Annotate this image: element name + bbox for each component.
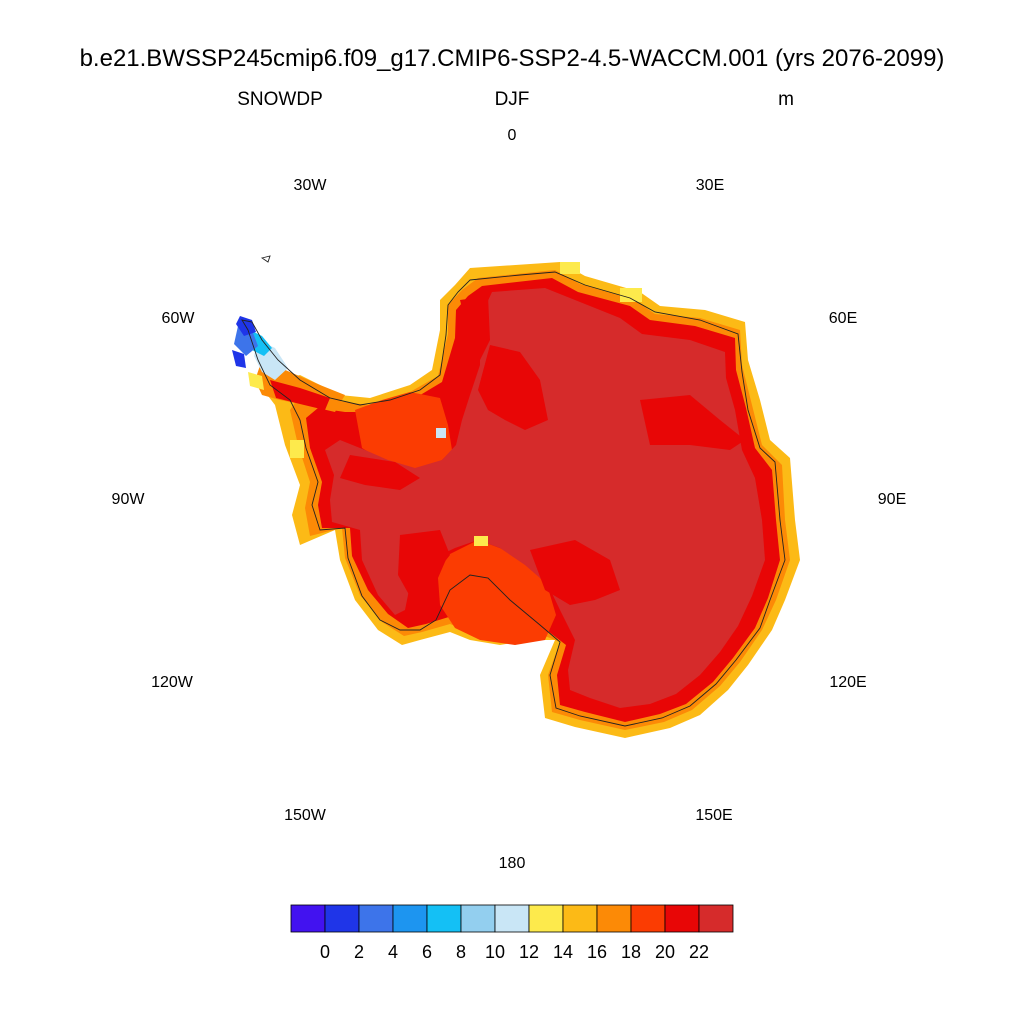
- colorbar-swatch: [596, 904, 632, 933]
- colorbar-swatch: [358, 904, 394, 933]
- lon-label-120w: 120W: [151, 674, 194, 691]
- inner-ridge-1: [460, 296, 490, 360]
- units-label: m: [778, 89, 794, 110]
- colorbar-swatch: [630, 904, 666, 933]
- colorbar: 0 2 4 6 8 10 12 14 16 18 20 22: [290, 904, 734, 962]
- colorbar-tick-label: 22: [689, 942, 709, 962]
- plot-title: b.e21.BWSSP245cmip6.f09_g17.CMIP6-SSP2-4…: [80, 45, 945, 72]
- inner-ridge-4: [530, 540, 620, 605]
- colorbar-swatch: [562, 904, 598, 933]
- longitude-labels: 0 30E 60E 90E 120E 150E 180 150W 120W 90…: [112, 127, 907, 872]
- yellow-patch-1: [620, 288, 642, 302]
- colorbar-tick-label: 14: [553, 942, 573, 962]
- small-island: [260, 255, 271, 263]
- lon-label-150e: 150E: [695, 807, 732, 824]
- colorbar-swatch: [426, 904, 462, 933]
- lon-label-60e: 60E: [829, 310, 857, 327]
- colorbar-swatch: [290, 904, 326, 933]
- colorbar-tick-label: 12: [519, 942, 539, 962]
- colorbar-tick-label: 16: [587, 942, 607, 962]
- inner-ridge-6: [340, 455, 420, 490]
- peninsula-blue-2: [232, 350, 246, 368]
- inner-ridge-3: [640, 395, 745, 450]
- colorbar-tick-label: 8: [456, 942, 466, 962]
- lon-label-90w: 90W: [112, 491, 146, 508]
- antarctic-peninsula: [232, 316, 345, 412]
- lon-label-0: 0: [508, 127, 517, 144]
- colorbar-swatch: [698, 904, 734, 933]
- colorbar-tick-label: 10: [485, 942, 505, 962]
- season-label: DJF: [495, 89, 530, 110]
- lon-label-90e: 90E: [878, 491, 906, 508]
- antarctica-snow-field: [262, 262, 800, 738]
- colorbar-tick-label: 4: [388, 942, 398, 962]
- yellow-patch-2: [560, 262, 580, 274]
- lon-label-30w: 30W: [294, 177, 328, 194]
- colorbar-swatch: [324, 904, 360, 933]
- coastline: [241, 271, 786, 727]
- colorbar-tick-label: 20: [655, 942, 675, 962]
- colorbar-swatch: [664, 904, 700, 933]
- colorbar-tick-label: 0: [320, 942, 330, 962]
- lon-label-180: 180: [499, 855, 526, 872]
- light-spot: [436, 428, 446, 438]
- interior-plateau: [325, 288, 765, 708]
- inner-ridge-5: [398, 530, 450, 600]
- colorbar-tick-label: 18: [621, 942, 641, 962]
- peninsula-cyan: [250, 330, 272, 356]
- colorbar-swatch: [460, 904, 496, 933]
- yellow-patch-3: [290, 440, 304, 458]
- inner-ridge-2: [478, 345, 548, 430]
- lon-label-60w: 60W: [162, 310, 196, 327]
- lon-label-30e: 30E: [696, 177, 724, 194]
- colorbar-swatch: [494, 904, 530, 933]
- yellow-patch-4: [474, 536, 488, 546]
- colorbar-swatch: [392, 904, 428, 933]
- lon-label-150w: 150W: [284, 807, 327, 824]
- colorbar-tick-label: 2: [354, 942, 364, 962]
- colorbar-tick-label: 6: [422, 942, 432, 962]
- weddell-embayment: [355, 392, 452, 470]
- peninsula-yellow: [248, 372, 264, 390]
- variable-name: SNOWDP: [237, 89, 323, 110]
- lon-label-120e: 120E: [829, 674, 866, 691]
- peninsula-midblue: [234, 326, 258, 356]
- colorbar-swatch: [528, 904, 564, 933]
- peninsula-red: [270, 380, 330, 410]
